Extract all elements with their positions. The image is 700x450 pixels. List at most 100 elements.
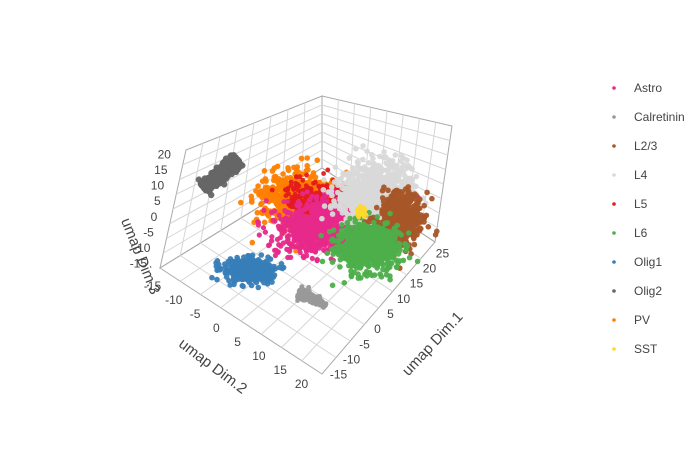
data-point <box>237 264 243 270</box>
data-point <box>274 163 281 170</box>
data-point <box>392 152 399 158</box>
data-point <box>256 232 262 238</box>
x-axis-tick-label: 15 <box>410 277 424 291</box>
data-point <box>331 198 337 204</box>
data-point <box>307 196 313 202</box>
data-point <box>238 199 244 206</box>
data-point <box>373 204 380 211</box>
data-point <box>304 172 309 178</box>
data-point <box>317 302 322 308</box>
data-point <box>261 168 268 174</box>
data-point <box>374 187 380 194</box>
data-point <box>269 168 276 174</box>
data-point <box>295 298 300 303</box>
data-point <box>258 252 265 258</box>
cluster-olig2 <box>195 152 246 199</box>
data-point <box>238 269 245 276</box>
data-point <box>369 178 375 185</box>
data-point <box>328 188 335 195</box>
data-point <box>398 202 404 209</box>
data-point <box>278 216 284 222</box>
data-point <box>319 298 324 303</box>
data-point <box>304 155 311 161</box>
data-point <box>393 162 400 169</box>
data-point <box>381 214 388 220</box>
data-point <box>214 276 220 283</box>
data-point <box>416 218 423 224</box>
data-point <box>385 162 392 168</box>
data-point <box>403 198 409 204</box>
data-point <box>379 187 386 194</box>
data-point <box>332 221 339 227</box>
data-point <box>222 264 229 270</box>
data-point <box>411 241 418 248</box>
data-point <box>195 176 203 183</box>
data-point <box>381 149 387 155</box>
data-point <box>299 287 305 292</box>
data-point <box>272 208 278 214</box>
data-point <box>417 196 423 203</box>
data-point <box>232 267 238 273</box>
data-point <box>348 263 355 270</box>
data-point <box>216 265 223 272</box>
data-point <box>374 214 381 220</box>
data-point <box>346 173 353 180</box>
data-point <box>406 210 412 217</box>
data-point <box>300 191 306 197</box>
data-point <box>421 202 428 209</box>
data-point <box>239 282 246 289</box>
data-point <box>395 177 402 184</box>
data-points <box>195 143 440 310</box>
data-point <box>249 197 255 203</box>
data-point <box>407 165 414 171</box>
data-point <box>364 175 370 182</box>
data-point <box>405 230 412 236</box>
data-point <box>249 239 256 246</box>
data-point <box>231 261 238 268</box>
data-point <box>348 206 355 212</box>
data-point <box>285 236 291 243</box>
data-point <box>273 247 279 253</box>
x-axis-tick-label: -10 <box>343 353 361 367</box>
data-point <box>270 217 276 223</box>
data-point <box>306 229 312 236</box>
data-point <box>271 177 277 184</box>
z-axis-title: umap Dim.3 <box>117 216 163 297</box>
data-point <box>278 243 284 249</box>
data-point <box>346 155 353 161</box>
data-point <box>285 254 291 261</box>
data-point <box>255 183 261 189</box>
data-point <box>411 182 417 189</box>
data-point <box>414 205 420 211</box>
data-point <box>319 215 325 222</box>
data-point <box>360 143 366 149</box>
data-point <box>304 189 310 195</box>
data-point <box>355 159 361 166</box>
y-axis-tick-label: 0 <box>213 321 220 335</box>
y-axis-tick-label: 10 <box>252 349 266 363</box>
data-point <box>208 181 215 188</box>
data-point <box>321 171 326 176</box>
data-point <box>282 208 288 214</box>
data-point <box>311 180 316 186</box>
data-point <box>278 187 284 193</box>
data-point <box>301 241 307 247</box>
tick-labels: 2520151050-5-10-15-15-10-505101520201510… <box>130 148 450 391</box>
data-point <box>255 284 262 291</box>
data-point <box>261 207 267 213</box>
data-point <box>297 208 303 214</box>
x-axis-tick-label: 10 <box>397 292 411 306</box>
data-point <box>313 196 319 202</box>
x-axis-tick-label: 25 <box>436 246 450 260</box>
data-point <box>223 274 230 280</box>
data-point <box>221 181 228 188</box>
data-point <box>261 193 267 199</box>
data-point <box>390 170 397 177</box>
data-point <box>321 203 328 209</box>
data-point <box>285 167 292 174</box>
data-point <box>380 198 387 204</box>
data-point <box>424 189 430 196</box>
data-point <box>283 193 289 199</box>
data-point <box>287 246 293 252</box>
